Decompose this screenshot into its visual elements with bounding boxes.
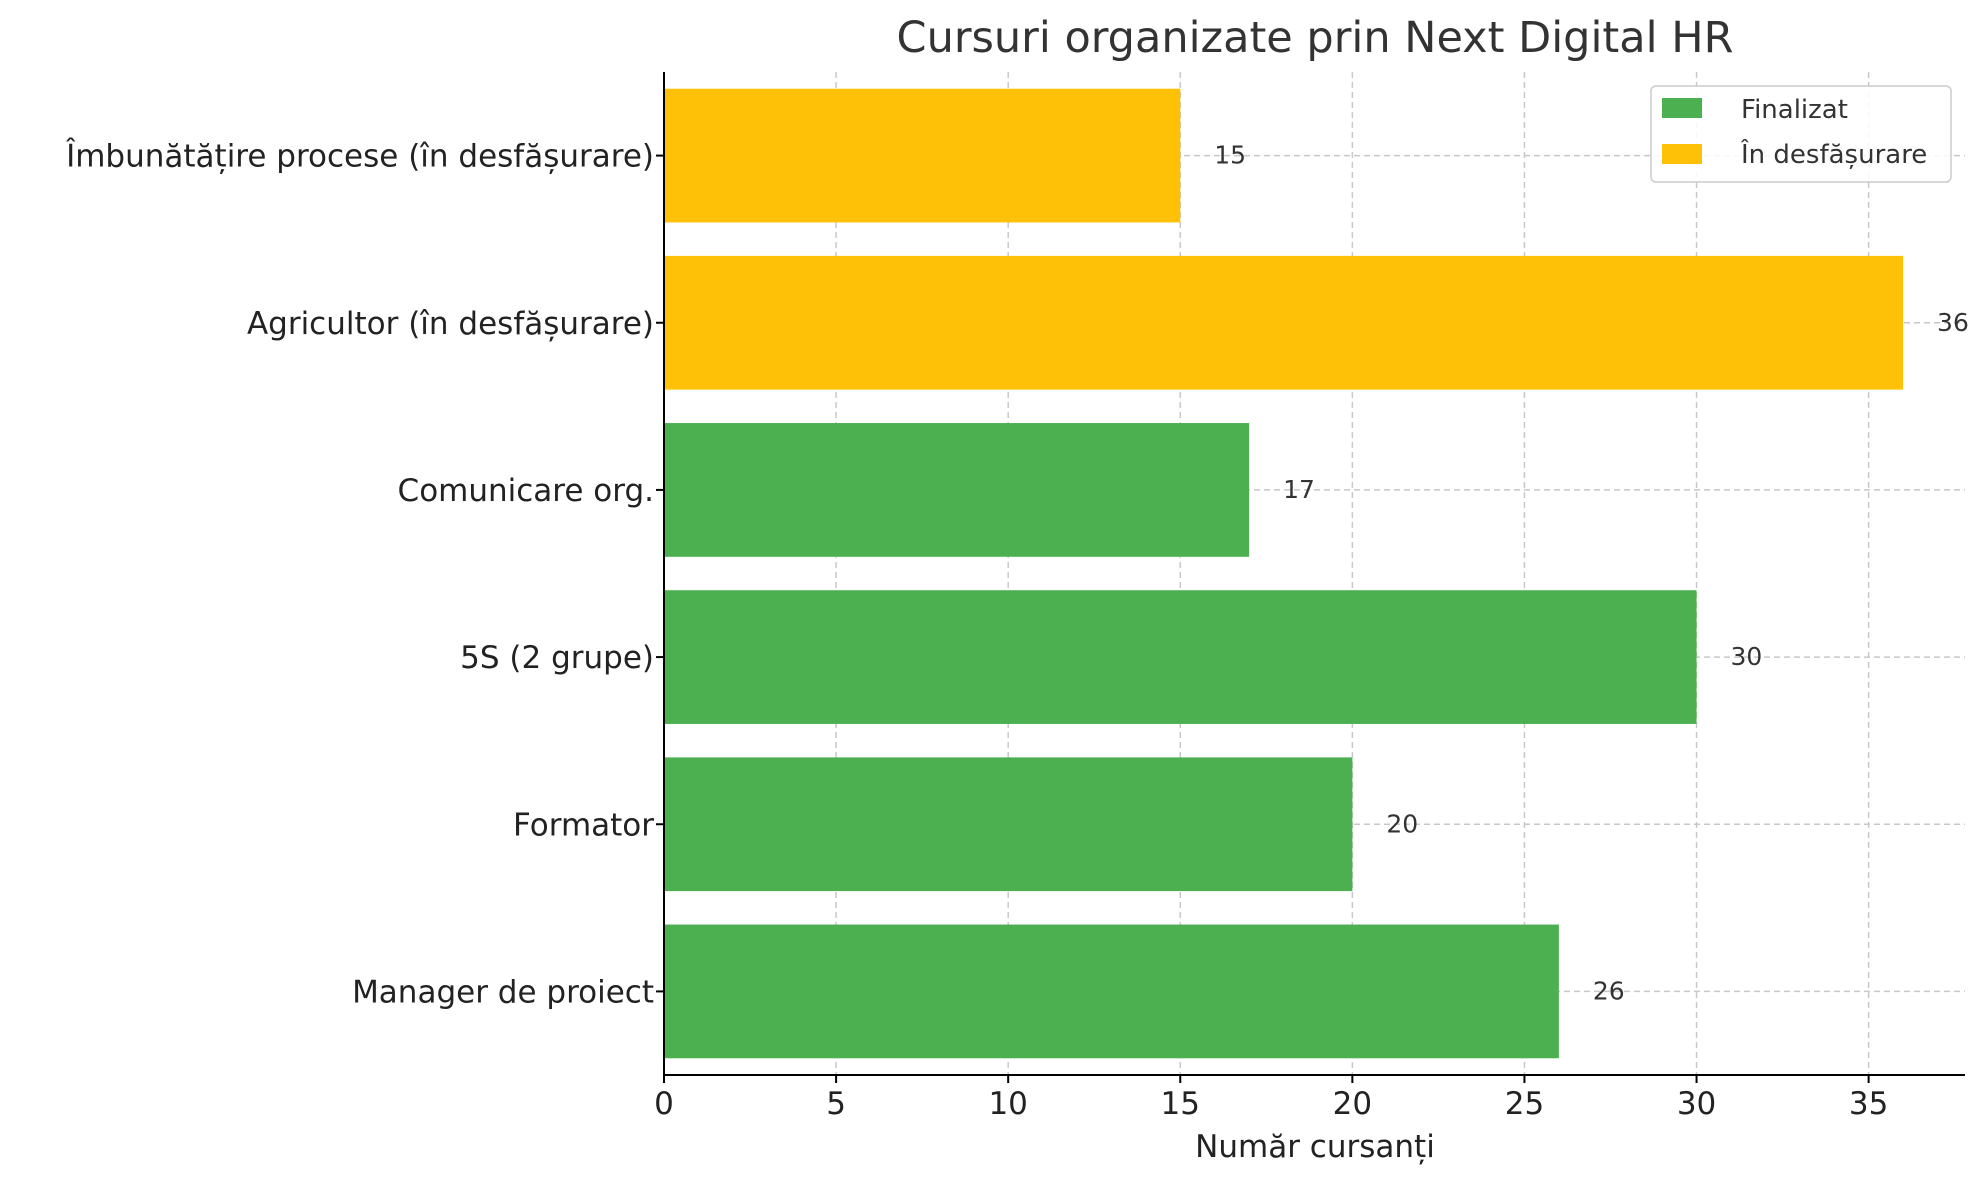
y-tick-label: Comunicare org. — [398, 473, 654, 509]
x-tick-label: 30 — [1677, 1086, 1716, 1122]
y-tick-label: Formator — [513, 807, 654, 843]
axes — [663, 72, 1965, 1076]
x-tick-label: 35 — [1849, 1086, 1888, 1122]
x-tick-label: 25 — [1505, 1086, 1544, 1122]
y-tick-label: Îmbunătățire procese (în desfășurare) — [65, 139, 654, 175]
bar — [664, 590, 1697, 724]
x-tick-label: 5 — [826, 1086, 846, 1122]
legend-swatch-in-desfasurare — [1662, 144, 1702, 164]
legend-swatch-finalizat — [1662, 98, 1702, 118]
bar — [664, 757, 1353, 892]
data-label: 26 — [1593, 976, 1625, 1005]
bar — [664, 924, 1559, 1059]
bars — [664, 88, 1904, 1059]
chart-title: Cursuri organizate prin Next Digital HR — [897, 13, 1734, 63]
x-axis-title: Număr cursanți — [1195, 1129, 1435, 1165]
data-label: 17 — [1283, 475, 1315, 504]
data-label: 36 — [1937, 308, 1969, 337]
data-label: 30 — [1731, 642, 1763, 671]
y-tick-label: Manager de proiect — [352, 974, 654, 1010]
x-tick-label: 10 — [988, 1086, 1027, 1122]
legend-box — [1650, 85, 1952, 183]
bar — [664, 255, 1904, 390]
x-tick-label: 20 — [1333, 1086, 1372, 1122]
legend: Finalizat În desfășurare — [1650, 85, 1952, 183]
y-tick-label: 5S (2 grupe) — [460, 640, 654, 676]
data-label: 20 — [1386, 809, 1418, 838]
bar — [664, 423, 1250, 557]
bar — [664, 88, 1181, 223]
data-label: 15 — [1214, 141, 1246, 170]
data-labels: 26 20 30 17 36 15 — [1214, 141, 1969, 1006]
ticks: 0 5 10 15 20 25 30 35 Manager de proiect Formator… — [65, 139, 1888, 1122]
legend-label-in-desfasurare: În desfășurare — [1740, 138, 1927, 170]
y-tick-label: Agricultor (în desfășurare) — [247, 306, 654, 342]
x-tick-label: 15 — [1161, 1086, 1200, 1122]
legend-label-finalizat: Finalizat — [1741, 95, 1848, 125]
x-tick-label: 0 — [654, 1086, 674, 1122]
